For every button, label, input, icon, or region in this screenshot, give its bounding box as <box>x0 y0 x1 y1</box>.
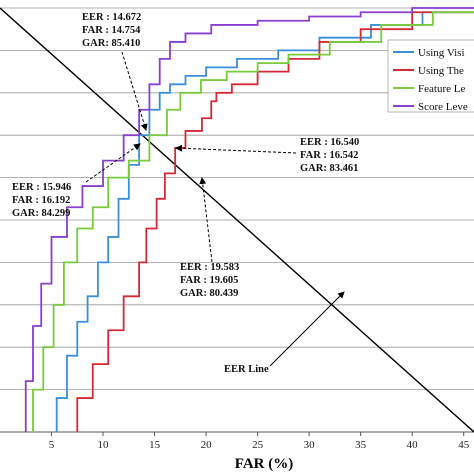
legend: Using Visi Using The Feature Le Score Leve <box>387 39 474 113</box>
legend-label: Feature Le <box>418 83 465 95</box>
annotation-text: GAR: 84.299 <box>12 208 70 219</box>
eer-line-label: EER Line <box>224 364 269 375</box>
eer-annotations: EER : 14.672 FAR : 14.754 GAR: 85.410 EER :… <box>12 12 359 375</box>
annotation-text: EER : 19.583 <box>180 262 239 273</box>
x-tick-label: 35 <box>355 439 367 451</box>
annotation-text: GAR: 85.410 <box>82 38 140 49</box>
series-line <box>24 7 474 432</box>
annotation-text: GAR: 83.461 <box>300 163 358 174</box>
legend-label: Using Visi <box>418 47 465 59</box>
series-line <box>32 11 474 432</box>
eer-label-arrow <box>269 291 345 367</box>
series-lines <box>24 7 474 432</box>
x-axis <box>0 431 474 436</box>
x-tick-labels: 5 10 15 20 25 30 35 40 45 <box>49 439 470 451</box>
annotation-text: FAR : 14.754 <box>82 25 141 36</box>
annotation-arrow <box>175 144 297 154</box>
x-tick-label: 10 <box>98 439 110 451</box>
x-tick-label: 30 <box>304 439 316 451</box>
annotation-text: FAR : 16.192 <box>12 195 70 206</box>
eer-line-path <box>0 7 474 433</box>
legend-label: Using The <box>418 65 464 77</box>
annotation-arrow <box>85 143 141 183</box>
annotation-text: EER : 15.946 <box>12 182 71 193</box>
x-tick-label: 20 <box>201 439 213 451</box>
annotation-text: GAR: 80.439 <box>180 288 238 299</box>
x-tick-label: 40 <box>407 439 419 451</box>
series-line <box>76 11 474 432</box>
annotation-text: EER : 16.540 <box>300 137 359 148</box>
x-tick-label: 15 <box>149 439 161 451</box>
eer-line <box>0 7 474 433</box>
annotation-arrow <box>199 177 213 263</box>
x-tick-label: 5 <box>49 439 55 451</box>
x-tick-label: 25 <box>252 439 264 451</box>
legend-label: Score Leve <box>418 101 468 113</box>
annotation-text: EER : 14.672 <box>82 12 141 23</box>
annotation-arrow <box>121 51 148 131</box>
annotation-text: FAR : 19.605 <box>180 275 238 286</box>
x-tick-label: 45 <box>458 439 470 451</box>
annotation-text: FAR : 16.542 <box>300 150 358 161</box>
x-axis-label: FAR (%) <box>235 456 293 472</box>
